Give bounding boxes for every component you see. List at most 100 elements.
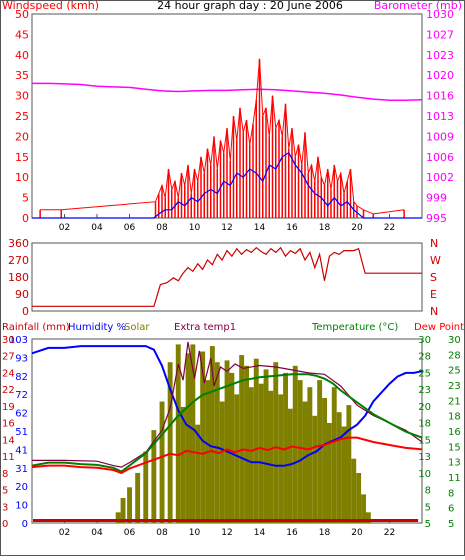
compass-tick-label: S <box>430 271 437 284</box>
solar-bar <box>175 344 181 523</box>
humidity-y-tick-label: 103 <box>9 335 28 346</box>
dir-y-tick-label: 270 <box>8 254 29 267</box>
wind-y-tick-label: 0 <box>22 212 29 225</box>
baro-y-tick-label: 995 <box>426 212 447 225</box>
solar-bar <box>312 415 318 523</box>
solar-bar <box>239 355 245 523</box>
wind-y-tick-label: 20 <box>15 130 29 143</box>
legend-temperature: Temperature (°C) <box>311 322 398 333</box>
wind-y-tick-label: 50 <box>15 8 29 21</box>
solar-bar <box>143 451 149 523</box>
barometer-line <box>32 82 423 102</box>
rain-y-tick-label: 8 <box>2 469 8 480</box>
rainfall-baseline <box>33 519 419 522</box>
baro-y-tick-label: 1006 <box>426 151 454 164</box>
dew-y-tick-label: 8 <box>448 488 454 499</box>
humidity-y-tick-label: 51 <box>15 427 28 438</box>
temp-y-tick-label: 25 <box>418 368 431 379</box>
humidity-y-tick-label: 10 <box>15 501 28 512</box>
p3-x-tick-label: 06 <box>124 528 136 538</box>
p1-x-tick-label: 18 <box>319 223 331 233</box>
temp-y-tick-label: 5 <box>425 519 431 530</box>
p3-x-tick-label: 18 <box>319 528 331 538</box>
solar-bar <box>224 360 230 523</box>
solar-bar <box>351 458 357 523</box>
temperature-humidity-panel: Rainfall (mm) Humidity % Solar Extra tem… <box>2 322 464 538</box>
solar-bar <box>361 494 366 523</box>
wind-direction-line <box>32 246 422 307</box>
temp-y-tick-label: 23 <box>418 385 431 396</box>
dew-y-tick-label: 13 <box>448 458 461 469</box>
rain-y-tick-label: 30 <box>2 335 15 346</box>
solar-bar <box>127 487 132 523</box>
solar-bar <box>159 401 165 523</box>
p1-x-tick-label: 06 <box>124 223 136 233</box>
humidity-y-tick-label: 20 <box>15 482 28 493</box>
dew-y-tick-label: 6 <box>448 504 454 515</box>
solar-bar <box>135 473 141 523</box>
humidity-line <box>31 345 423 467</box>
solar-bar <box>151 430 157 523</box>
baro-y-tick-label: 999 <box>426 192 447 205</box>
p1-x-tick-label: 12 <box>221 223 232 233</box>
rain-y-tick-label: 14 <box>2 435 15 446</box>
dir-y-tick-label: 90 <box>15 288 29 301</box>
legend-humidity: Humidity % <box>68 322 126 333</box>
solar-bar <box>180 406 186 523</box>
wind-y-tick-label: 30 <box>15 90 29 103</box>
wind-average-line <box>32 151 422 219</box>
dew-y-tick-label: 5 <box>448 519 454 530</box>
temp-y-tick-label: 20 <box>418 402 431 413</box>
solar-bar <box>167 362 173 523</box>
temp-y-tick-label: 10 <box>418 469 431 480</box>
solar-bar <box>120 498 126 523</box>
dir-y-tick-label: 180 <box>8 271 29 284</box>
p3-x-tick-label: 14 <box>254 528 266 538</box>
wind-y-tick-label: 5 <box>22 192 29 205</box>
humidity-y-tick-label: 62 <box>15 409 28 420</box>
dew-y-tick-label: 18 <box>448 412 461 423</box>
solar-bar <box>248 387 254 523</box>
solar-bar <box>346 405 352 523</box>
p1-x-tick-label: 02 <box>59 223 70 233</box>
dir-y-tick-label: 360 <box>8 237 29 250</box>
temp-y-tick-label: 18 <box>418 419 431 430</box>
temp-y-tick-label: 28 <box>418 352 431 363</box>
wind-y-tick-label: 10 <box>15 171 29 184</box>
legend-solar: Solar <box>124 322 150 333</box>
solar-bar <box>268 390 274 523</box>
rain-y-tick-label: 27 <box>2 352 15 363</box>
p1-x-tick-label: 04 <box>91 223 103 233</box>
solar-bar <box>317 380 323 523</box>
legend-dew-point: Dew Point <box>414 322 464 333</box>
solar-bar <box>214 362 220 523</box>
baro-y-tick-label: 1027 <box>426 28 454 41</box>
humidity-y-tick-label: 0 <box>22 519 28 530</box>
solar-bar <box>195 424 201 523</box>
rain-y-tick-label: 0 <box>2 519 8 530</box>
compass-tick-label: N <box>430 237 438 250</box>
p3-x-tick-label: 20 <box>351 528 363 538</box>
rain-y-tick-label: 22 <box>2 385 15 396</box>
p1-x-tick-label: 22 <box>384 223 395 233</box>
direction-panel-frame <box>31 242 423 312</box>
temp-y-tick-label: 13 <box>418 452 431 463</box>
humidity-y-tick-label: 41 <box>15 445 28 456</box>
solar-bar <box>287 408 293 523</box>
rain-y-tick-label: 24 <box>2 368 15 379</box>
humidity-y-tick-label: 31 <box>15 464 28 475</box>
dew-y-tick-label: 21 <box>448 396 461 407</box>
legend-rainfall: Rainfall (mm) <box>2 322 70 333</box>
wind-y-axis-label: Windspeed (kmh) <box>2 0 99 12</box>
dew-y-tick-label: 23 <box>448 381 461 392</box>
wind-y-tick-label: 40 <box>15 49 29 62</box>
baro-y-tick-label: 1002 <box>426 171 454 184</box>
baro-y-tick-label: 1030 <box>426 8 454 21</box>
solar-bar <box>200 351 206 523</box>
rain-y-tick-label: 5 <box>2 486 8 497</box>
solar-bar <box>322 398 327 523</box>
compass-tick-label: E <box>430 288 437 301</box>
p3-x-tick-label: 22 <box>384 528 395 538</box>
